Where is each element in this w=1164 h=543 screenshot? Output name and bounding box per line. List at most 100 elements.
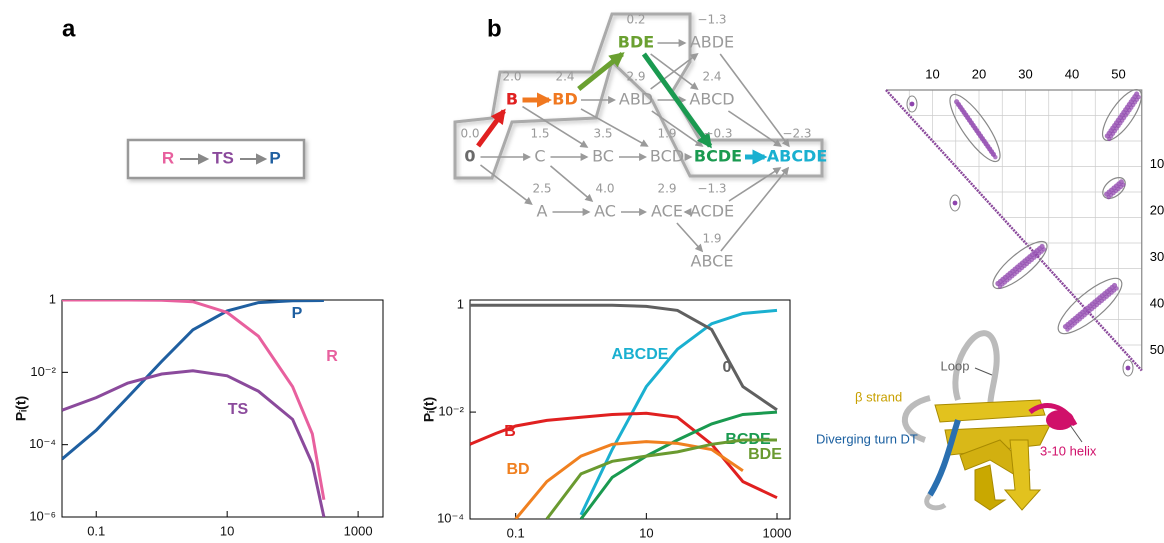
node-label: B (506, 90, 518, 109)
node-energy: 2.4 (555, 70, 574, 84)
contact-dot (1041, 247, 1047, 252)
map-tick-label: 50 (1150, 342, 1164, 357)
cluster-outline (949, 194, 961, 212)
node-label: 0 (464, 147, 475, 166)
contact-dot (993, 155, 998, 160)
node-label: BCDE (694, 147, 742, 166)
edge (650, 53, 699, 90)
node-energy: −1.3 (697, 13, 726, 27)
node-energy: 2.0 (502, 70, 521, 84)
contact-dot (1114, 286, 1119, 291)
node-energy: 4.0 (595, 182, 614, 196)
edge (676, 222, 704, 253)
node-energy: 0.0 (460, 127, 479, 141)
strand (934, 399, 1046, 423)
node-energy: 0.2 (626, 13, 645, 27)
x-tick-label: 1000 (763, 525, 792, 538)
map-tick-label: 40 (1150, 295, 1164, 310)
turn-ribbon (927, 419, 961, 497)
panel-label: a (62, 15, 76, 42)
y-tick-label: 1 (49, 291, 56, 306)
loop-ribbon (952, 330, 1000, 417)
map-tick-label: 30 (1018, 66, 1032, 81)
structure-label: Diverging turn DT (816, 431, 918, 446)
edge (651, 110, 704, 147)
map-tick-label: 50 (1111, 66, 1125, 81)
y-tick-label: 10⁻² (438, 404, 464, 419)
node-label: ABCE (691, 252, 734, 271)
y-axis-label: Pᵢ(t) (13, 396, 29, 421)
series-label: P (292, 305, 303, 322)
cluster-outline (1122, 359, 1134, 377)
helix (1028, 403, 1078, 427)
edge (522, 105, 589, 148)
series-line (470, 303, 778, 412)
leader (974, 367, 993, 376)
node-label: A (537, 202, 548, 221)
map-tick-label: 10 (1150, 156, 1164, 171)
charts: 0.1101000110⁻²10⁻⁴10⁻⁶TimePᵢ(t)PRTS0.110… (13, 291, 792, 543)
series-label: B (504, 423, 516, 440)
map-tick-label: 40 (1065, 66, 1079, 81)
y-tick-label: 10⁻⁴ (437, 510, 464, 525)
protein-structure: Loop β strand Diverging turn DT 3-10 hel… (816, 330, 1097, 511)
node-label: ABD (619, 90, 653, 109)
series-line (579, 308, 778, 516)
map-tick-label: 20 (1150, 202, 1164, 217)
cluster-outline (949, 93, 1001, 163)
x-tick-label: 10 (220, 523, 234, 538)
cluster-outline (1101, 89, 1143, 141)
node-energy: 2.4 (702, 70, 721, 84)
node-label: BDE (618, 33, 654, 52)
strand (974, 464, 1007, 511)
scheme-state: R (162, 148, 174, 167)
edge (577, 52, 625, 91)
node-energy: 1.9 (702, 232, 721, 246)
panel-label: b (487, 15, 502, 42)
cluster-outline (1057, 277, 1123, 335)
map-tick-label: 10 (925, 66, 939, 81)
map-tick-label: 30 (1150, 249, 1164, 264)
edge (549, 165, 594, 203)
contact-dot (909, 101, 915, 107)
cluster-outline (992, 240, 1048, 290)
series-label: R (326, 348, 338, 365)
node-energy: 2.5 (532, 182, 551, 196)
series-line (514, 440, 744, 519)
edge (476, 108, 506, 148)
y-tick-label: 1 (457, 297, 464, 312)
series-line (62, 369, 326, 517)
node-energy: −1.3 (697, 182, 726, 196)
map-tick-label: 20 (972, 66, 986, 81)
loop-ribbon (902, 395, 931, 443)
node-label: ACE (651, 202, 683, 221)
node-label: BD (552, 90, 577, 109)
structure-label: 3-10 helix (1040, 443, 1097, 458)
series-label: 0 (723, 359, 732, 376)
structure-label: β strand (855, 389, 902, 404)
scheme-state: TS (212, 148, 234, 167)
node-label: ACDE (690, 202, 734, 221)
node-label: ABCDE (767, 147, 828, 166)
y-tick-label: 10⁻⁶ (29, 508, 56, 523)
scheme-arrows (180, 153, 268, 165)
strand (1003, 439, 1042, 511)
plot-frame (469, 299, 791, 520)
contact-dot (1121, 182, 1126, 188)
x-tick-label: 10 (639, 525, 653, 538)
scheme-box (126, 138, 306, 180)
series-label: ABCDE (612, 346, 669, 363)
edge (727, 110, 782, 147)
edge (728, 167, 782, 202)
edge (719, 53, 790, 148)
series-line (579, 410, 778, 519)
y-tick-label: 10⁻⁴ (29, 436, 56, 451)
cluster-outline (906, 95, 918, 113)
edge (580, 108, 649, 147)
node-energy: 3.5 (593, 127, 612, 141)
leader (1069, 424, 1083, 443)
node-label: ABDE (690, 33, 734, 52)
node-energy: −0.3 (703, 127, 732, 141)
contact-dot (952, 200, 958, 206)
